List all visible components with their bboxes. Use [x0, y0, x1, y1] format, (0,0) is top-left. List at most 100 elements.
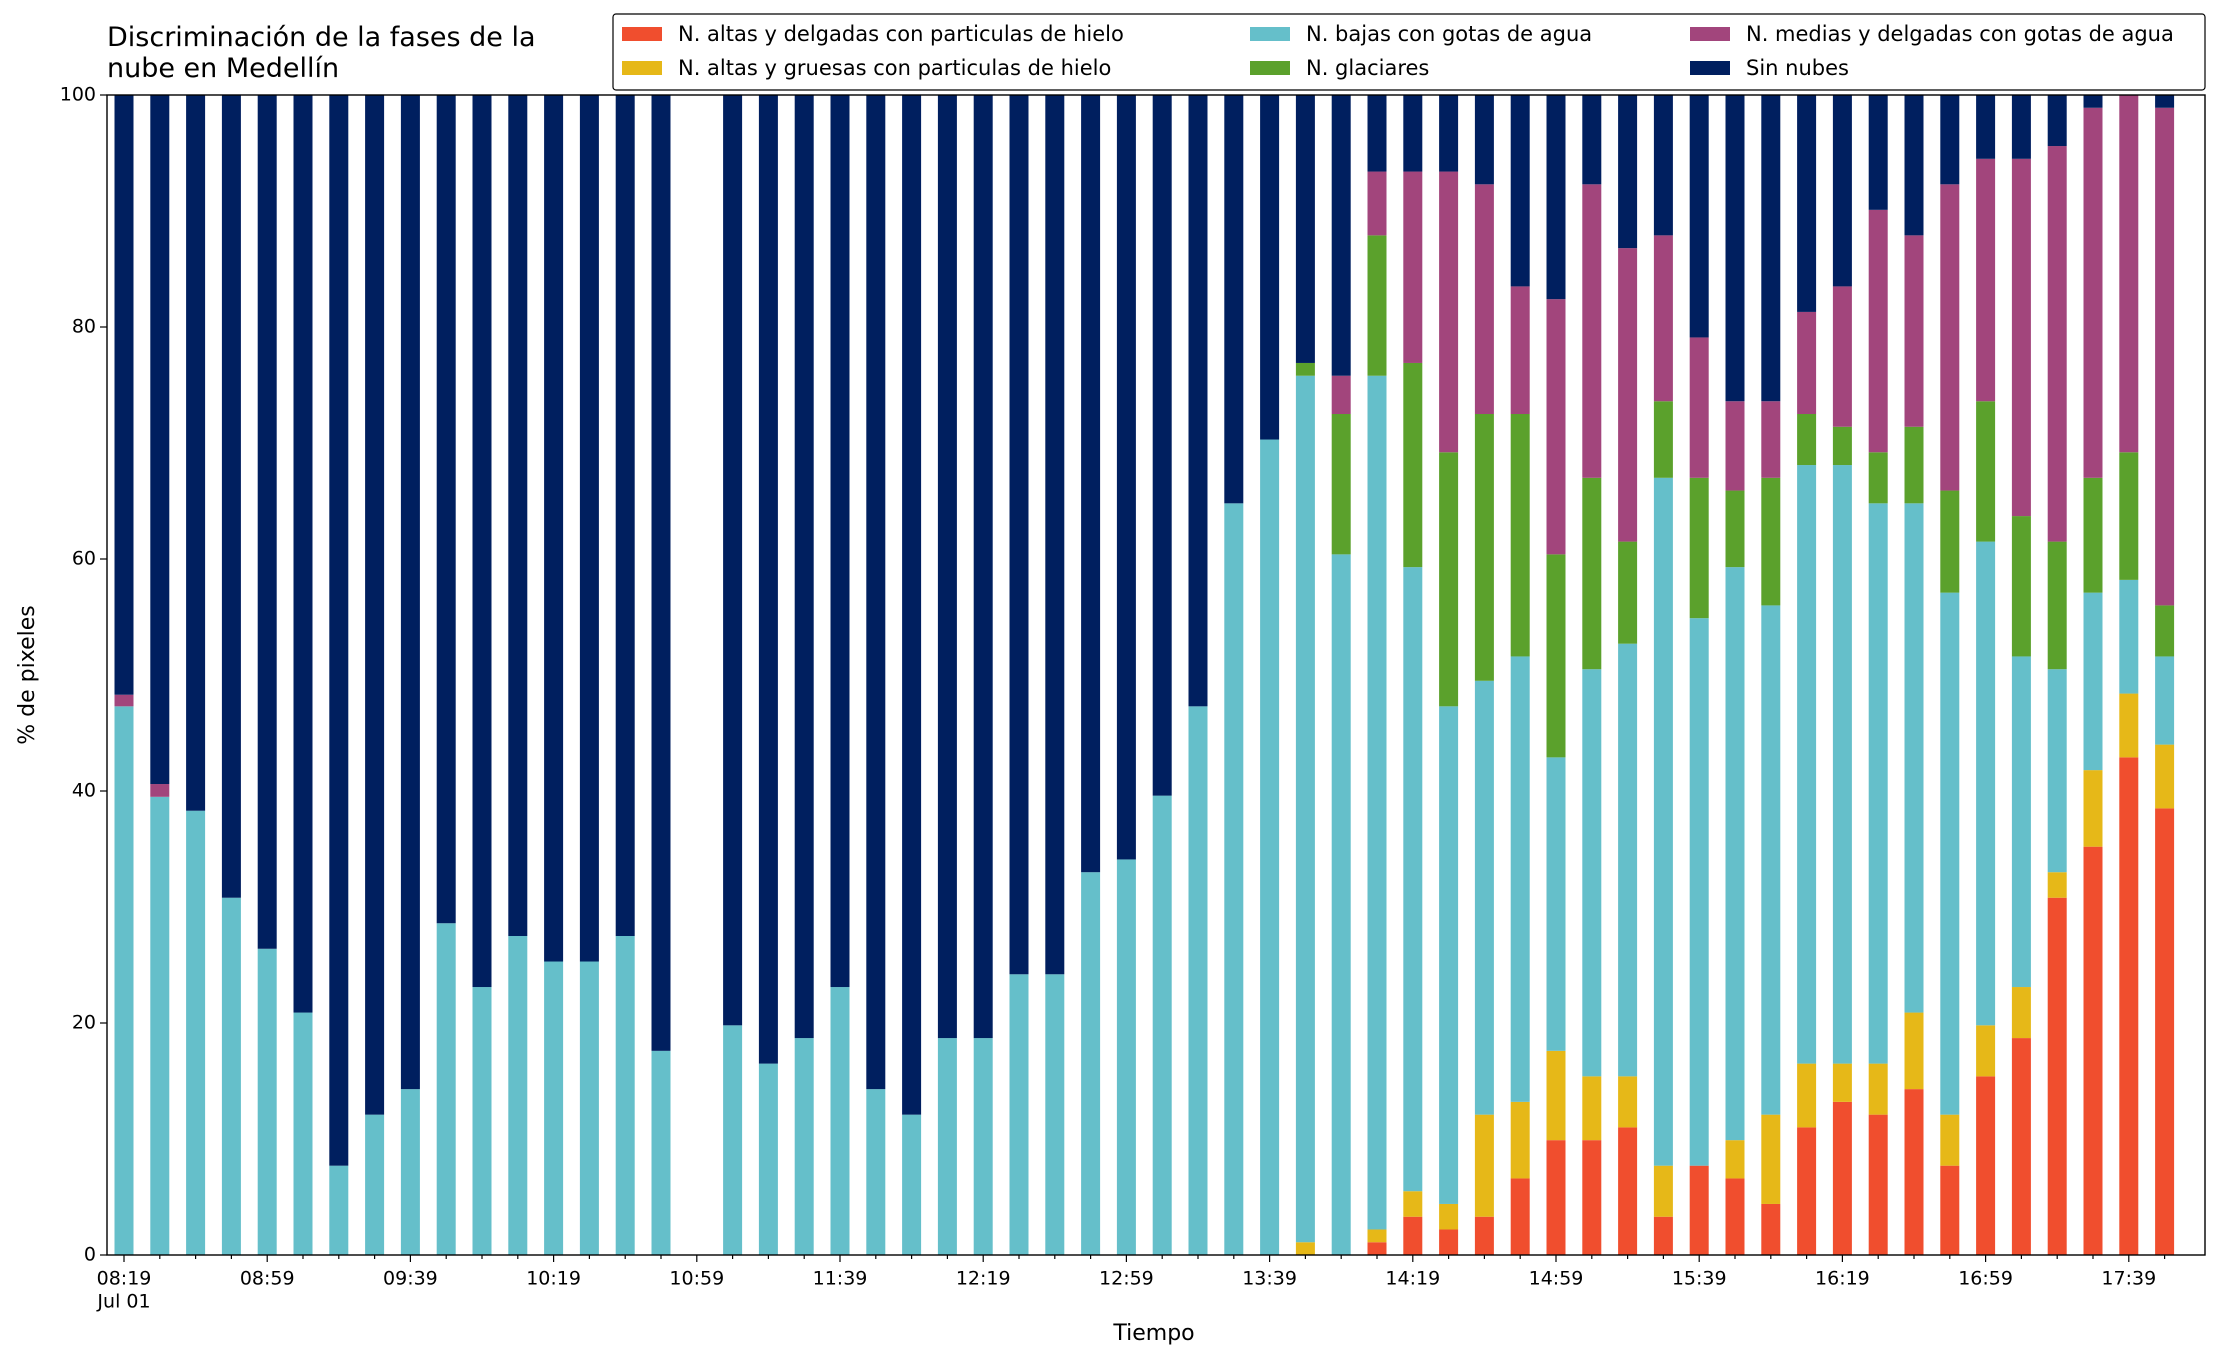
- bar-segment: [1618, 95, 1638, 249]
- legend-swatch: [1250, 61, 1290, 75]
- bar-segment: [1045, 974, 1065, 1255]
- bar-segment: [544, 961, 564, 1255]
- bar-segment: [1045, 95, 1065, 975]
- bar-segment: [973, 1038, 993, 1255]
- bar-segment: [1009, 974, 1029, 1255]
- bar-segment: [1367, 235, 1387, 376]
- bar-segment: [1582, 477, 1602, 670]
- legend-swatch: [1690, 61, 1730, 75]
- bar-segment: [436, 95, 456, 924]
- bar-segment: [1546, 95, 1566, 300]
- bar-segment: [1367, 1242, 1387, 1255]
- y-tick-label: 80: [72, 316, 96, 338]
- bar-segment: [830, 95, 850, 988]
- legend-label: Sin nubes: [1746, 56, 1849, 80]
- bar-segment: [1331, 554, 1351, 1255]
- bar-segment: [1618, 1076, 1638, 1128]
- bar-segment: [150, 95, 170, 785]
- bar-segment: [973, 95, 993, 1039]
- bar-segment: [758, 1063, 778, 1255]
- bar-segment: [257, 95, 277, 949]
- bar-segment: [1188, 95, 1208, 707]
- bar-segment: [2047, 541, 2067, 670]
- x-tick-label: 12:59: [1099, 1268, 1154, 1290]
- bar-segment: [2047, 897, 2067, 1255]
- bar-segment: [1295, 362, 1315, 376]
- bar-segment: [1868, 1114, 1888, 1255]
- x-sublabel: Jul 01: [96, 1291, 150, 1313]
- bar-segment: [2047, 669, 2067, 873]
- bar-segment: [1904, 1089, 1924, 1255]
- bar-segment: [1725, 401, 1745, 491]
- bar-segment: [1761, 477, 1781, 606]
- x-tick-label: 09:39: [383, 1268, 438, 1290]
- bar-segment: [1868, 1063, 1888, 1115]
- bar-segment: [1832, 1063, 1852, 1102]
- bar-segment: [329, 95, 349, 1166]
- bar-segment: [1367, 95, 1387, 172]
- bar-segment: [1474, 414, 1494, 681]
- bar-segment: [1367, 375, 1387, 1230]
- bar-segment: [723, 95, 743, 1026]
- bar-segment: [1868, 209, 1888, 453]
- x-tick-label: 10:19: [526, 1268, 581, 1290]
- bar-segment: [221, 897, 241, 1255]
- bar-segment: [1653, 401, 1673, 478]
- bar-segment: [2011, 656, 2031, 988]
- bar-segment: [1582, 1140, 1602, 1255]
- bar-segment: [1582, 184, 1602, 478]
- bar-segment: [1618, 1127, 1638, 1255]
- bar-segment: [365, 1114, 385, 1255]
- bar-segment: [1618, 248, 1638, 542]
- bar-segment: [1976, 1025, 1996, 1077]
- bar-segment: [1188, 706, 1208, 1255]
- bar-segment: [1546, 554, 1566, 758]
- bar-segment: [1403, 95, 1423, 172]
- bar-segment: [866, 95, 886, 1090]
- x-tick-label: 12:19: [956, 1268, 1011, 1290]
- bar-segment: [1582, 1076, 1602, 1141]
- bar-segment: [1474, 95, 1494, 185]
- bar-segment: [1940, 184, 1960, 491]
- bar-segment: [1546, 299, 1566, 555]
- bar-segment: [1510, 95, 1530, 287]
- bar-segment: [1797, 311, 1817, 414]
- x-tick-label: 11:39: [813, 1268, 868, 1290]
- bar-segment: [2083, 107, 2103, 478]
- bar-segment: [1510, 1101, 1530, 1179]
- bar-segment: [2083, 592, 2103, 771]
- bar-segment: [1797, 1063, 1817, 1128]
- bar-segment: [1439, 452, 1459, 707]
- bar-segment: [2119, 693, 2139, 758]
- bar-segment: [114, 706, 134, 1255]
- legend-label: N. altas y gruesas con particulas de hie…: [678, 56, 1111, 80]
- bar-segment: [1116, 859, 1136, 1255]
- bar-segment: [436, 923, 456, 1255]
- x-tick-label: 14:59: [1529, 1268, 1584, 1290]
- bar-segment: [1295, 1242, 1315, 1255]
- bar-segment: [1976, 401, 1996, 542]
- legend: N. altas y delgadas con particulas de hi…: [612, 13, 2206, 91]
- bar-segment: [615, 95, 635, 936]
- bar-segment: [2155, 808, 2175, 1255]
- bar-segment: [2119, 95, 2139, 453]
- bar-segment: [1081, 95, 1101, 873]
- bar-segment: [1582, 95, 1602, 185]
- bar-segment: [2119, 452, 2139, 580]
- bar-segment: [1761, 401, 1781, 478]
- bar-segment: [1295, 95, 1315, 363]
- bar-segment: [1474, 1114, 1494, 1217]
- bar-segment: [293, 95, 313, 1013]
- bar-segment: [1367, 171, 1387, 236]
- bar-segment: [2083, 477, 2103, 593]
- bar-segment: [2155, 744, 2175, 809]
- bar-segment: [150, 784, 170, 797]
- y-tick-label: 40: [72, 780, 96, 802]
- bar-segment: [1940, 1114, 1960, 1166]
- bar-segment: [1904, 503, 1924, 1013]
- bar-segment: [2083, 846, 2103, 1255]
- bar-segment: [2155, 107, 2175, 606]
- legend-swatch: [1250, 27, 1290, 41]
- bar-segment: [1904, 235, 1924, 427]
- bar-segment: [830, 987, 850, 1255]
